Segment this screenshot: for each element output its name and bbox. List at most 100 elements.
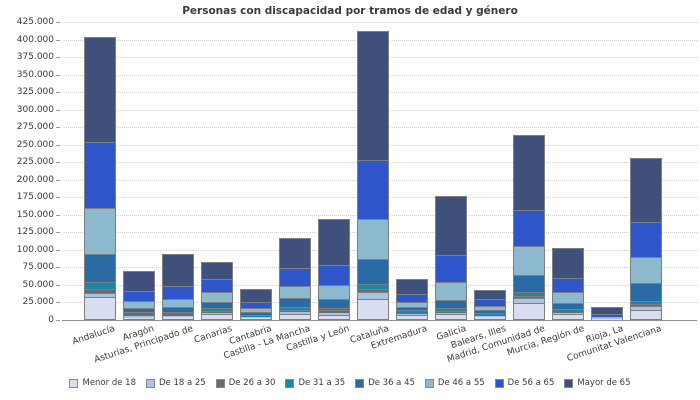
segment-de-36-a-45[interactable] <box>279 299 310 309</box>
legend-item-mayor-de-65[interactable]: Mayor de 65 <box>564 378 631 388</box>
segment-menor-de-18[interactable] <box>631 310 662 319</box>
segment-mayor-de-65[interactable] <box>592 307 623 316</box>
segment-de-56-a-65[interactable] <box>357 160 388 221</box>
segment-de-18-a-25[interactable] <box>240 317 271 319</box>
segment-menor-de-18[interactable] <box>357 300 388 319</box>
bar-madrid-comunidad-de[interactable] <box>513 134 546 320</box>
segment-de-56-a-65[interactable] <box>435 255 466 283</box>
bar-rioja-la[interactable] <box>591 306 624 320</box>
segment-de-18-a-25[interactable] <box>553 312 584 316</box>
segment-de-46-a-55[interactable] <box>631 257 662 284</box>
bar-andaluc-a[interactable] <box>83 37 116 320</box>
bar-comunitat-valenciana[interactable] <box>630 158 663 320</box>
segment-de-31-a-35[interactable] <box>435 309 466 312</box>
segment-de-56-a-65[interactable] <box>201 279 232 294</box>
segment-de-31-a-35[interactable] <box>123 313 154 315</box>
segment-menor-de-18[interactable] <box>240 318 271 319</box>
bar-asturias-principado-de[interactable] <box>161 253 194 320</box>
bar-galicia[interactable] <box>434 196 467 320</box>
segment-menor-de-18[interactable] <box>279 315 310 319</box>
segment-de-18-a-25[interactable] <box>475 315 505 318</box>
segment-de-18-a-25[interactable] <box>514 298 545 304</box>
segment-menor-de-18[interactable] <box>396 316 427 319</box>
segment-mayor-de-65[interactable] <box>631 159 662 223</box>
segment-de-26-a-30[interactable] <box>162 314 193 316</box>
legend-item-de-31-a-35[interactable]: De 31 a 35 <box>285 378 345 388</box>
segment-de-18-a-25[interactable] <box>435 313 466 316</box>
segment-de-31-a-35[interactable] <box>279 308 310 311</box>
segment-mayor-de-65[interactable] <box>435 197 466 256</box>
segment-de-26-a-30[interactable] <box>553 311 584 313</box>
segment-de-36-a-45[interactable] <box>553 303 584 310</box>
segment-mayor-de-65[interactable] <box>396 279 427 296</box>
segment-de-56-a-65[interactable] <box>162 287 193 301</box>
legend-item-de-26-a-30[interactable]: De 26 a 30 <box>215 378 275 388</box>
segment-de-56-a-65[interactable] <box>592 315 623 318</box>
bar-extremadura[interactable] <box>395 278 428 320</box>
bar-murcia-regi-n-de[interactable] <box>552 248 585 320</box>
segment-mayor-de-65[interactable] <box>84 38 115 144</box>
segment-de-46-a-55[interactable] <box>162 300 193 309</box>
segment-de-36-a-45[interactable] <box>396 307 427 312</box>
segment-de-31-a-35[interactable] <box>201 308 232 312</box>
segment-de-18-a-25[interactable] <box>279 312 310 316</box>
segment-de-18-a-25[interactable] <box>162 315 193 318</box>
segment-de-26-a-30[interactable] <box>279 310 310 313</box>
segment-menor-de-18[interactable] <box>514 303 545 319</box>
segment-de-31-a-35[interactable] <box>84 283 115 291</box>
segment-de-46-a-55[interactable] <box>123 302 154 309</box>
segment-de-18-a-25[interactable] <box>357 293 388 301</box>
segment-mayor-de-65[interactable] <box>357 32 388 161</box>
segment-de-31-a-35[interactable] <box>162 312 193 315</box>
segment-de-26-a-30[interactable] <box>475 314 505 316</box>
segment-de-31-a-35[interactable] <box>357 284 388 290</box>
bar-cantabria[interactable] <box>239 288 272 320</box>
segment-de-36-a-45[interactable] <box>123 308 154 314</box>
segment-de-26-a-30[interactable] <box>318 311 349 313</box>
segment-de-46-a-55[interactable] <box>592 317 623 318</box>
segment-mayor-de-65[interactable] <box>162 254 193 288</box>
segment-de-46-a-55[interactable] <box>396 302 427 308</box>
legend-item-de-18-a-25[interactable]: De 18 a 25 <box>145 378 206 388</box>
segment-de-31-a-35[interactable] <box>631 302 662 305</box>
segment-de-46-a-55[interactable] <box>201 293 232 304</box>
segment-de-31-a-35[interactable] <box>553 309 584 312</box>
segment-de-46-a-55[interactable] <box>84 208 115 256</box>
segment-de-31-a-35[interactable] <box>318 308 349 312</box>
segment-de-56-a-65[interactable] <box>553 279 584 294</box>
segment-de-26-a-30[interactable] <box>514 296 545 299</box>
segment-menor-de-18[interactable] <box>201 315 232 319</box>
segment-de-31-a-35[interactable] <box>396 311 427 314</box>
segment-de-31-a-35[interactable] <box>514 293 545 297</box>
segment-mayor-de-65[interactable] <box>123 271 154 292</box>
segment-de-46-a-55[interactable] <box>435 282 466 302</box>
segment-menor-de-18[interactable] <box>475 317 505 319</box>
segment-de-26-a-30[interactable] <box>396 313 427 315</box>
bar-balears-illes[interactable] <box>474 289 506 320</box>
segment-de-56-a-65[interactable] <box>396 295 427 303</box>
legend-item-de-46-a-55[interactable]: De 46 a 55 <box>424 378 485 388</box>
segment-de-46-a-55[interactable] <box>475 307 505 311</box>
segment-de-36-a-45[interactable] <box>240 313 271 317</box>
segment-mayor-de-65[interactable] <box>279 239 310 269</box>
bar-catalu-a[interactable] <box>356 31 389 320</box>
segment-de-36-a-45[interactable] <box>318 300 349 309</box>
segment-de-36-a-45[interactable] <box>475 310 505 315</box>
segment-de-26-a-30[interactable] <box>357 289 388 294</box>
segment-de-36-a-45[interactable] <box>435 301 466 310</box>
segment-de-56-a-65[interactable] <box>514 210 545 248</box>
bar-castilla-la-mancha[interactable] <box>278 238 311 320</box>
segment-de-18-a-25[interactable] <box>201 313 232 316</box>
segment-de-56-a-65[interactable] <box>631 222 662 258</box>
segment-de-26-a-30[interactable] <box>123 314 154 317</box>
legend-item-de-36-a-45[interactable]: De 36 a 45 <box>355 378 415 388</box>
segment-de-56-a-65[interactable] <box>84 143 115 209</box>
segment-de-46-a-55[interactable] <box>240 308 271 314</box>
segment-de-36-a-45[interactable] <box>162 308 193 313</box>
segment-de-26-a-30[interactable] <box>84 290 115 294</box>
segment-de-46-a-55[interactable] <box>279 287 310 299</box>
bar-canarias[interactable] <box>200 262 233 320</box>
segment-mayor-de-65[interactable] <box>553 249 584 280</box>
segment-de-18-a-25[interactable] <box>84 293 115 298</box>
segment-de-36-a-45[interactable] <box>514 275 545 294</box>
